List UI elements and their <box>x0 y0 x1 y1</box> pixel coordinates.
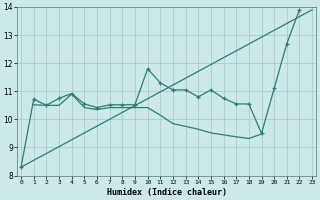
X-axis label: Humidex (Indice chaleur): Humidex (Indice chaleur) <box>107 188 227 197</box>
